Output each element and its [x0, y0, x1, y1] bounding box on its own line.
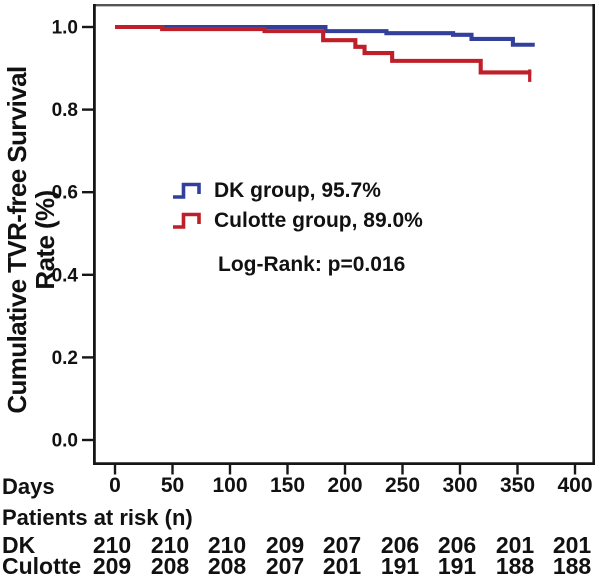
x-tick-label: 300 — [442, 474, 477, 497]
y-tick-label: 0.4 — [52, 265, 79, 286]
y-axis-title: Cumulative TVR-free Survival Rate (%) — [2, 25, 60, 455]
x-tick-label: 350 — [500, 474, 535, 497]
risk-count: 207 — [265, 553, 305, 579]
risk-count: 191 — [437, 553, 477, 579]
risk-count: 210 — [207, 532, 247, 558]
risk-count: 209 — [92, 553, 132, 579]
risk-count: 188 — [495, 553, 535, 579]
risk-count: 208 — [207, 553, 247, 579]
risk-row-label-culotte: Culotte — [2, 553, 82, 579]
x-tick-label: 100 — [212, 474, 247, 497]
culotte-step-glyph-icon — [173, 212, 201, 229]
y-tick-label: 0.0 — [52, 431, 78, 452]
legend-item-culotte: Culotte group, 89.0% — [171, 206, 423, 236]
legend-label-culotte: Culotte group, 89.0% — [214, 209, 423, 232]
risk-count: 210 — [92, 532, 132, 558]
x-tick-label: 0 — [109, 474, 121, 497]
y-tick-label: 0.2 — [52, 348, 78, 369]
culotte-survival-curve — [115, 24, 532, 75]
legend-label-dk: DK group, 95.7% — [214, 179, 381, 202]
risk-count: 208 — [150, 553, 190, 579]
risk-count: 206 — [380, 532, 420, 558]
risk-count: 207 — [322, 532, 362, 558]
y-tick-label: 0.8 — [52, 100, 78, 121]
log-rank-annotation: Log-Rank: p=0.016 — [218, 253, 406, 276]
risk-table-title: Patients at risk (n) — [2, 505, 193, 530]
dk-survival-curve — [115, 24, 535, 47]
risk-count: 201 — [495, 532, 535, 558]
x-tick-label: 250 — [385, 474, 420, 497]
risk-count: 201 — [552, 532, 592, 558]
risk-count: 201 — [322, 553, 362, 579]
y-axis-title-line1: Cumulative TVR-free Survival — [2, 66, 32, 414]
y-tick-label: 0.6 — [52, 183, 78, 204]
x-tick-label: 400 — [557, 474, 592, 497]
x-tick-label: 200 — [327, 474, 362, 497]
risk-count: 206 — [437, 532, 477, 558]
risk-count: 209 — [265, 532, 305, 558]
x-tick-label: 50 — [161, 474, 184, 497]
y-axis-title-line2: Rate (%) — [30, 190, 60, 290]
risk-count: 191 — [380, 553, 420, 579]
x-tick-label: 150 — [270, 474, 305, 497]
risk-row-label-dk: DK — [2, 532, 36, 558]
dk-step-glyph-icon — [173, 182, 201, 199]
x-axis-title: Days — [2, 474, 55, 499]
y-tick-label: 1.0 — [52, 18, 78, 39]
risk-count: 188 — [552, 553, 592, 579]
legend-item-dk: DK group, 95.7% — [171, 176, 423, 206]
legend: DK group, 95.7% Culotte group, 89.0% — [171, 176, 423, 236]
risk-count: 210 — [150, 532, 190, 558]
